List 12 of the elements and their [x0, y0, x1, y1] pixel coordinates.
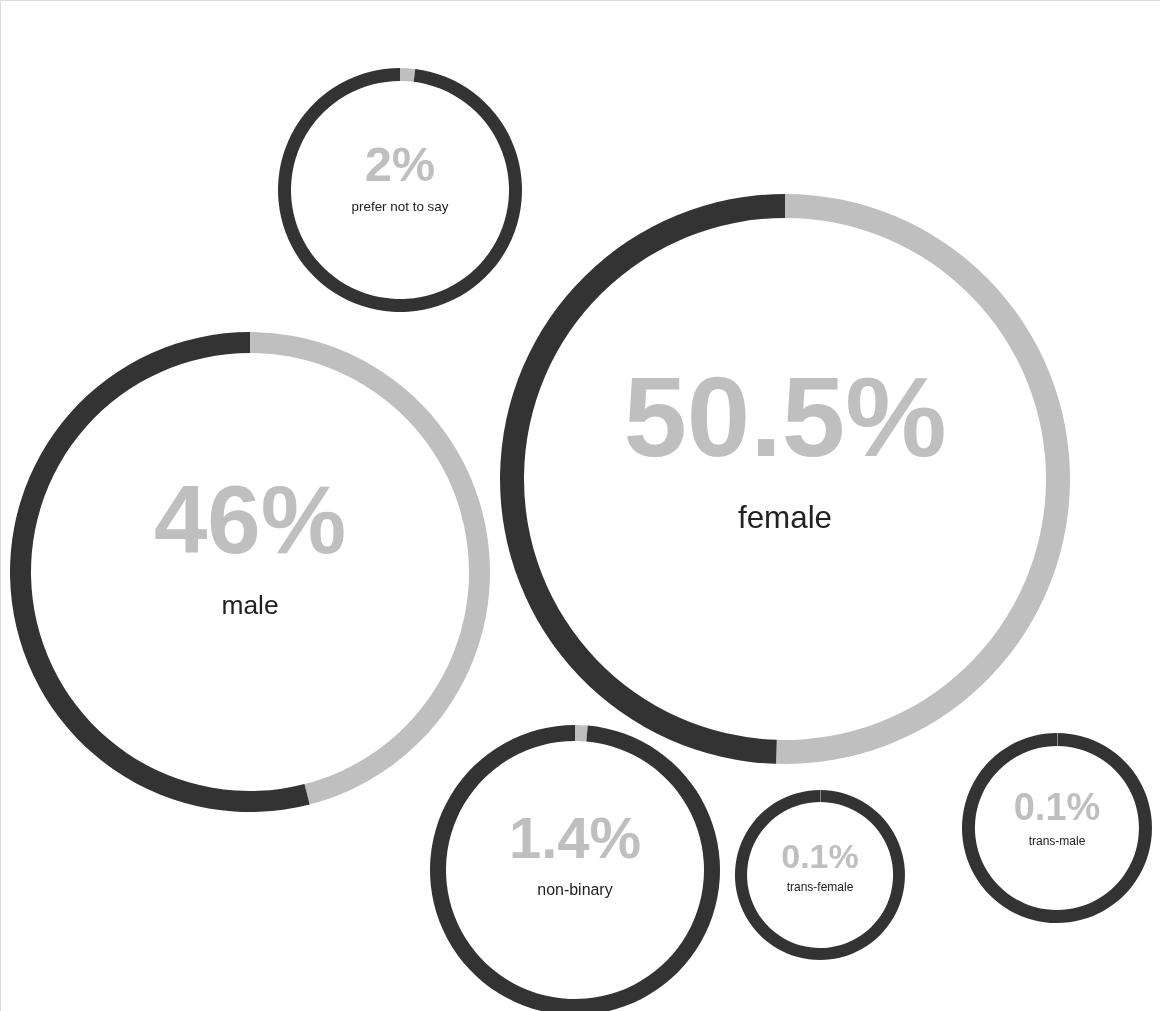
data-label: 1.4% — [508, 805, 642, 870]
data-label: 0.1% — [1013, 786, 1101, 828]
data-label: 0.1% — [781, 837, 859, 875]
data-label: 2% — [364, 136, 436, 191]
slice-label: trans-female — [786, 879, 854, 894]
slice-label: male — [221, 589, 279, 620]
data-label: 50.5% — [623, 353, 947, 480]
slice-label: prefer not to say — [351, 199, 449, 215]
data-label: 46% — [153, 466, 347, 573]
slice-label: non-binary — [537, 881, 613, 899]
slice-label: trans-male — [1028, 834, 1086, 849]
slice-label: female — [737, 499, 833, 535]
